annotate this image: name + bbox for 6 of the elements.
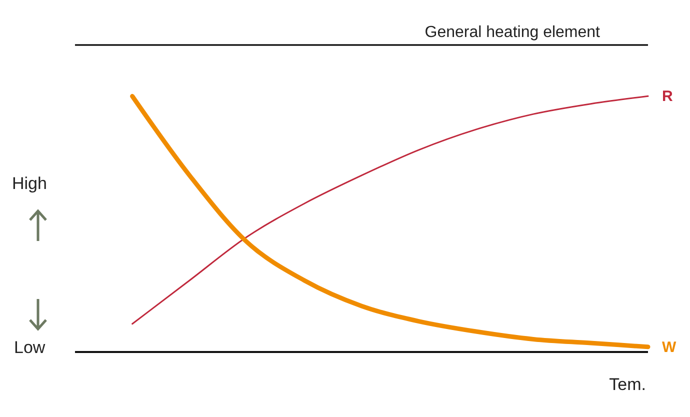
series-label: R bbox=[662, 88, 673, 106]
text: Low bbox=[14, 338, 46, 358]
x-axis-title: Tem. bbox=[609, 375, 646, 394]
text: High bbox=[12, 174, 47, 194]
series-label: W bbox=[662, 338, 677, 356]
ref-line-label: General heating element bbox=[424, 24, 601, 41]
